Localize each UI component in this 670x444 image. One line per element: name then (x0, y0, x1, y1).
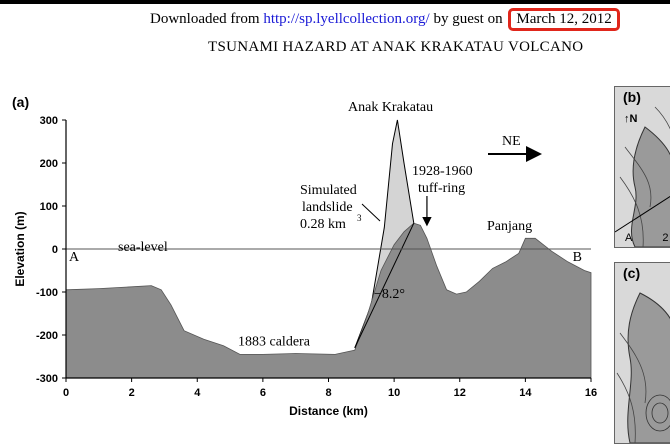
tuff-ring-label-1: 1928-1960 (412, 164, 473, 179)
y-tick-label: 0 (52, 244, 58, 256)
x-tick-label: 16 (585, 387, 597, 399)
x-tick-label: 14 (519, 387, 532, 399)
x-tick-label: 10 (388, 387, 400, 399)
y-tick-label: -100 (36, 287, 58, 299)
landslide-label-2: landslide (302, 200, 353, 215)
y-tick-label: 100 (40, 201, 58, 213)
inset-map-c: (c) (614, 262, 670, 444)
anak-krakatau-label: Anak Krakatau (348, 100, 433, 115)
x-tick-label: 2 (129, 387, 135, 399)
by-guest-text: by guest on (429, 11, 507, 27)
y-tick-label: -300 (36, 373, 58, 385)
sea-level-label: sea-level (118, 240, 168, 255)
figure-panel-a: -300 -200 -100 0 100 200 300 0 2 4 6 8 10 12 14 16 Dista… (12, 94, 597, 418)
inset-b-scale: 2 k (662, 232, 670, 244)
landslide-label-1: Simulated (300, 183, 357, 198)
north-arrow-icon: ↑N (624, 113, 638, 125)
x-tick-label: 6 (260, 387, 266, 399)
inset-map-b: (b) ↑N A 2 k (614, 86, 670, 248)
inset-c-contours (616, 292, 670, 443)
x-tick-label: 8 (325, 387, 331, 399)
north-label: N (629, 113, 638, 125)
landslide-pointer (361, 203, 381, 222)
terrain-area (65, 222, 592, 379)
caldera-label: 1883 caldera (238, 334, 311, 349)
inset-b-label: (b) (623, 89, 641, 105)
y-tick-label: -200 (36, 330, 58, 342)
download-date-highlight: March 12, 2012 (508, 8, 620, 31)
landslide-label-3: 0.28 km (300, 217, 346, 232)
tuff-ring-label-2: tuff-ring (418, 181, 465, 196)
direction-label: NE (502, 134, 521, 149)
y-tick-label: 200 (40, 158, 58, 170)
point-b-label: B (573, 250, 582, 265)
panel-a-label: (a) (12, 94, 29, 110)
inset-c-label: (c) (623, 265, 641, 281)
slide-plane-line (354, 222, 415, 349)
inset-b-point-a: A (625, 232, 633, 244)
lyell-collection-link[interactable]: http://sp.lyellcollection.org/ (263, 11, 430, 27)
x-tick-label: 0 (63, 387, 69, 399)
y-tick-label: 300 (40, 115, 58, 127)
x-tick-label: 12 (454, 387, 466, 399)
point-a-label: A (69, 250, 80, 265)
running-title: TSUNAMI HAZARD AT ANAK KRAKATAU VOLCANO (208, 39, 584, 55)
download-notice: Downloaded from http://sp.lyellcollectio… (150, 8, 620, 31)
panjang-label: Panjang (487, 219, 532, 234)
download-prefix: Downloaded from (150, 11, 264, 27)
angle-label: −8.2° (374, 287, 405, 302)
x-axis-title: Distance (km) (289, 404, 368, 418)
landslide-label-sup: 3 (357, 213, 362, 223)
x-tick-label: 4 (194, 387, 201, 399)
top-rule (0, 0, 670, 4)
inset-b-contours (615, 106, 670, 247)
landslide-area (354, 119, 415, 349)
y-axis-title: Elevation (m) (13, 211, 27, 286)
